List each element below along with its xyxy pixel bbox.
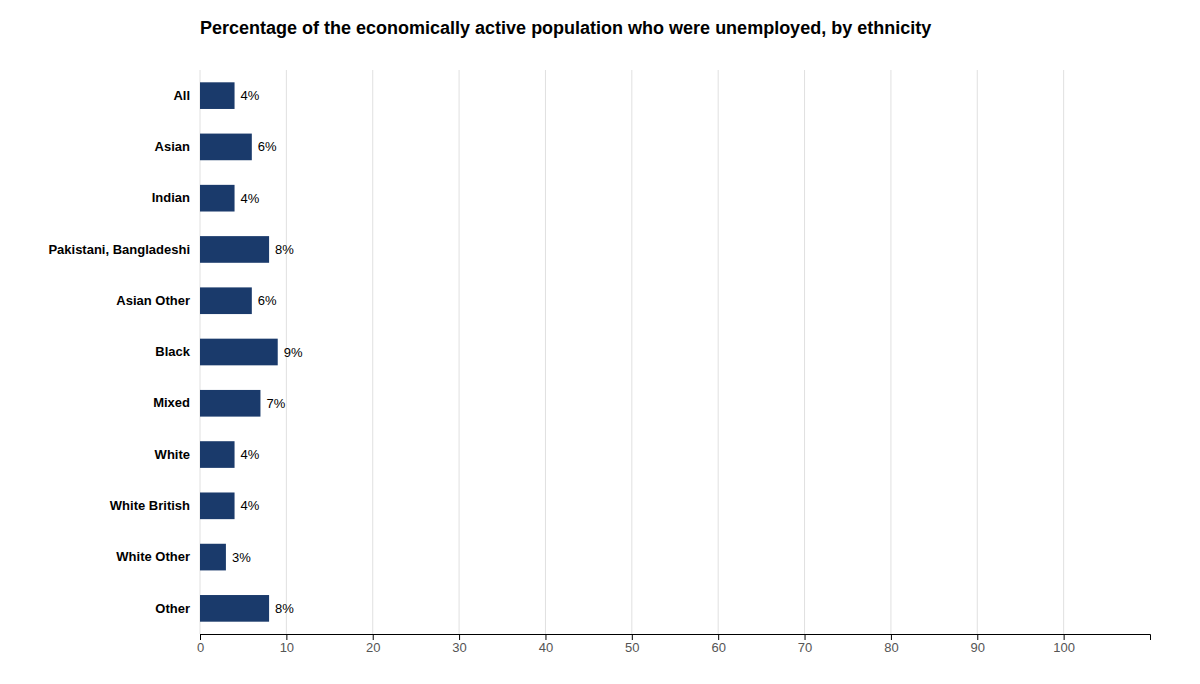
data-label: 6% [258,139,277,154]
grid-line [372,70,373,634]
y-tick-label: Asian Other [116,293,190,308]
y-tick-label: White [155,447,190,462]
x-tick: 90 [971,634,985,655]
grid-line [459,70,460,634]
x-tick-mark [373,634,374,640]
bar [200,287,252,314]
y-tick: White British [110,498,200,513]
x-tick-label: 70 [798,640,812,655]
x-tick: 40 [539,634,553,655]
data-label: 6% [258,293,277,308]
y-tick: Black [155,344,200,359]
bar [200,492,235,519]
bar [200,236,269,263]
x-tick-label: 100 [1053,640,1075,655]
x-tick: 10 [280,634,294,655]
x-tick: 60 [711,634,725,655]
bar [200,595,269,622]
y-tick-label: All [173,88,190,103]
y-tick-label: Asian [155,139,190,154]
y-axis: All Asian Indian Pakistani, Bangladeshi Asia… [48,88,200,616]
x-tick-label: 0 [197,640,204,655]
x-tick: 50 [625,634,639,655]
x-tick-label: 30 [452,640,466,655]
x-tick: 0 [197,634,204,655]
data-label: 4% [241,88,260,103]
x-tick: 100 [1053,634,1075,655]
x-tick-mark [200,634,201,640]
data-label: 7% [266,396,285,411]
x-tick: 80 [884,634,898,655]
x-tick-label: 80 [884,640,898,655]
x-tick-mark [977,634,978,640]
y-tick: Asian Other [116,293,200,308]
bar [200,544,226,571]
y-tick-label: Indian [152,190,190,205]
bar [200,339,278,366]
x-tick-mark [545,634,546,640]
x-tick-label: 40 [539,640,553,655]
data-label: 4% [241,498,260,513]
x-tick-label: 50 [625,640,639,655]
grid-line [545,70,546,634]
y-tick-label: Mixed [153,395,190,410]
chart-title: Percentage of the economically active po… [200,18,931,38]
y-tick: Pakistani, Bangladeshi [48,242,200,257]
x-tick-mark [286,634,287,640]
y-tick-label: White Other [116,549,190,564]
y-tick: Other [155,601,200,616]
x-tick-mark [1064,634,1065,640]
x-tick-label: 20 [366,640,380,655]
grid-line [890,70,891,634]
data-label: 8% [275,242,294,257]
bar [200,82,235,109]
x-tick: 70 [798,634,812,655]
plot-area: 4% 6% 4% 8% 6% 9% 7% 4% 4% 3% 8% 0 10 20 30 40 50 60 70 80 9… [48,70,1150,655]
x-tick-label: 90 [971,640,985,655]
x-tick: 20 [366,634,380,655]
bar [200,134,252,161]
data-label: 9% [284,345,303,360]
x-tick-label: 60 [711,640,725,655]
y-tick: Mixed [153,395,200,410]
x-tick-mark [891,634,892,640]
x-tick-mark [459,634,460,640]
bar [200,390,260,417]
bar [200,441,235,468]
grid-line [1063,70,1064,634]
grid-line [977,70,978,634]
bars [200,82,278,621]
chart-svg: Percentage of the economically active po… [0,0,1200,684]
x-axis: 0 10 20 30 40 50 60 70 80 90 100 [197,634,1151,655]
x-tick-mark [718,634,719,640]
y-tick: White Other [116,549,200,564]
x-tick-label: 10 [280,640,294,655]
data-label: 3% [232,550,251,565]
y-tick-label: Black [155,344,190,359]
bar [200,185,235,212]
x-tick-mark [805,634,806,640]
y-tick-label: Pakistani, Bangladeshi [48,242,190,257]
y-tick: Indian [152,190,200,205]
y-tick-label: White British [110,498,190,513]
grid-line [631,70,632,634]
y-tick: Asian [155,139,200,154]
x-tick: 30 [452,634,466,655]
x-axis-line [201,635,1151,641]
grid-line [804,70,805,634]
grid-line [718,70,719,634]
y-tick: White [155,447,200,462]
x-tick-mark [632,634,633,640]
grid [200,70,1064,634]
data-label: 4% [241,447,260,462]
data-label: 8% [275,601,294,616]
y-tick: All [173,88,200,103]
data-labels: 4% 6% 4% 8% 6% 9% 7% 4% 4% 3% 8% [232,88,303,616]
data-label: 4% [241,191,260,206]
y-tick-label: Other [155,601,190,616]
